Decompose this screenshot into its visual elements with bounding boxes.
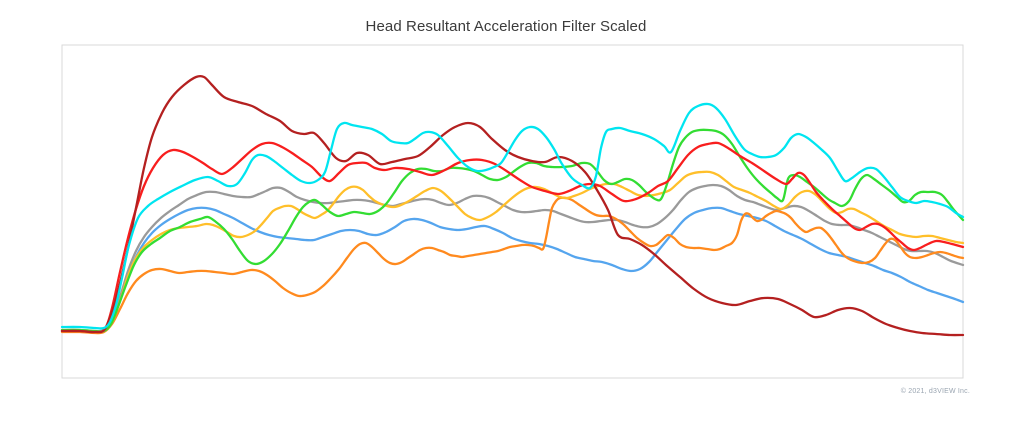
series-gray-line [60, 183, 965, 333]
plot-area-border [61, 44, 964, 379]
series-red-line [60, 141, 965, 334]
chart-title: Head Resultant Acceleration Filter Scale… [365, 18, 647, 35]
series-cyan-line [60, 102, 965, 330]
series-dark_red-line [60, 74, 965, 337]
series-blue-line [60, 206, 965, 334]
series-green-line [60, 128, 965, 333]
copyright-notice: © 2021, d3VIEW Inc. [900, 388, 970, 395]
series-amber-line [60, 170, 965, 334]
